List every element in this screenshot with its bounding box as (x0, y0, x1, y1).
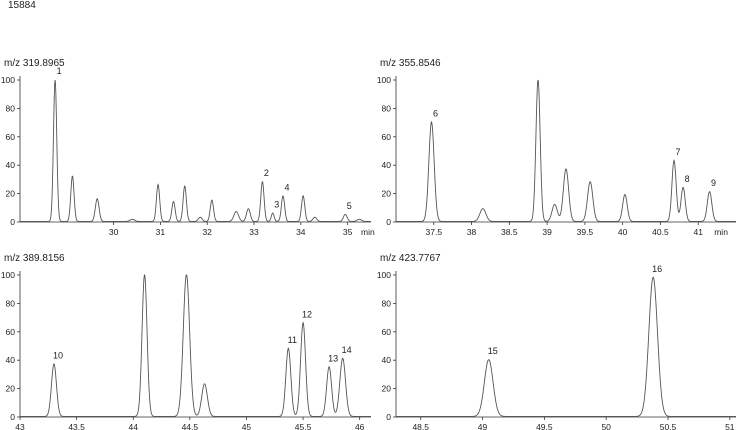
peak-label: 1 (57, 66, 62, 76)
y-tick-label: 0 (386, 217, 391, 227)
peak-label: 12 (302, 309, 312, 319)
chromatogram-trace (396, 79, 736, 222)
x-tick-label: 31 (156, 227, 166, 237)
y-tick-label: 60 (6, 132, 16, 142)
x-tick-label: 45 (242, 422, 252, 430)
x-tick-label: 46 (355, 422, 365, 430)
chromatogram-trace (20, 79, 371, 222)
panel-title: m/z 423.7767 (380, 253, 441, 264)
x-tick-label: 51 (725, 422, 735, 430)
y-tick-label: 20 (6, 384, 16, 394)
y-tick-label: 0 (386, 412, 391, 422)
y-tick-label: 0 (10, 217, 15, 227)
y-tick-label: 20 (382, 384, 392, 394)
peak-label: 9 (711, 178, 716, 188)
peak-label: 4 (285, 182, 290, 192)
panel-title: m/z 319.8965 (4, 58, 65, 69)
y-tick-label: 100 (1, 75, 15, 85)
x-tick-label: 38 (467, 227, 477, 237)
x-tick-label: 41 (693, 227, 703, 237)
y-tick-label: 80 (6, 103, 16, 113)
y-tick-label: 40 (382, 355, 392, 365)
chromatogram-panel-3: m/z 389.8156 0 20 40 60 80 100 43 43.5 44 44.5 45 45… (1, 253, 371, 430)
y-tick-label: 80 (382, 298, 392, 308)
chromatogram-trace (396, 276, 736, 417)
chromatogram-trace (20, 274, 371, 417)
y-tick-label: 100 (377, 75, 391, 85)
y-tick-label: 80 (6, 298, 16, 308)
x-tick-label: 44.5 (182, 422, 199, 430)
y-tick-label: 60 (382, 327, 392, 337)
peak-label: 13 (328, 353, 338, 363)
y-tick-label: 20 (382, 189, 392, 199)
x-tick-label: 39 (542, 227, 552, 237)
chromatogram-panel-2: m/z 355.8546 0 20 40 60 80 100 37.5 38 38.5 39 39.5… (377, 58, 736, 237)
x-tick-label: 49 (478, 422, 488, 430)
x-tick-label: 38.5 (501, 227, 518, 237)
x-tick-label: 40.5 (652, 227, 669, 237)
x-tick-label: 45.5 (295, 422, 312, 430)
y-tick-label: 60 (6, 327, 16, 337)
x-tick-label: 44 (128, 422, 138, 430)
peak-label: 5 (347, 201, 352, 211)
x-tick-label: 35 (343, 227, 353, 237)
y-tick-label: 80 (382, 103, 392, 113)
peak-label: 10 (53, 350, 63, 360)
y-tick-label: 100 (1, 270, 15, 280)
x-tick-label: 49.5 (536, 422, 553, 430)
x-unit-label: min (361, 227, 375, 237)
x-tick-label: 33 (249, 227, 259, 237)
y-tick-label: 60 (382, 132, 392, 142)
y-tick-label: 40 (382, 160, 392, 170)
peak-label: 7 (676, 147, 681, 157)
peak-label: 2 (264, 168, 269, 178)
x-tick-label: 43 (15, 422, 25, 430)
y-tick-label: 0 (10, 412, 15, 422)
x-unit-label: min (714, 227, 728, 237)
peak-label: 16 (652, 264, 662, 274)
x-tick-label: 39.5 (577, 227, 594, 237)
peak-label: 11 (288, 335, 297, 345)
peak-label: 15 (488, 346, 498, 356)
peak-label: 14 (342, 345, 352, 355)
chromatogram-panel-4: m/z 423.7767 0 20 40 60 80 100 48.5 49 49.5 50 50.5… (377, 253, 736, 430)
peak-label: 8 (685, 174, 690, 184)
x-tick-label: 32 (202, 227, 212, 237)
x-tick-label: 43.5 (68, 422, 85, 430)
peak-label: 6 (433, 109, 438, 119)
figure-id: 15884 (8, 0, 36, 11)
y-tick-label: 40 (6, 355, 16, 365)
panel-title: m/z 389.8156 (4, 253, 65, 264)
y-tick-label: 40 (6, 160, 16, 170)
y-tick-label: 20 (6, 189, 16, 199)
x-tick-label: 40 (618, 227, 628, 237)
x-tick-label: 48.5 (412, 422, 429, 430)
x-tick-label: 50.5 (660, 422, 677, 430)
x-tick-label: 34 (296, 227, 306, 237)
y-tick-label: 100 (377, 270, 391, 280)
x-tick-label: 30 (109, 227, 119, 237)
x-tick-label: 37.5 (426, 227, 443, 237)
peak-label: 3 (274, 199, 279, 209)
x-tick-label: 50 (601, 422, 611, 430)
panel-title: m/z 355.8546 (380, 58, 441, 69)
